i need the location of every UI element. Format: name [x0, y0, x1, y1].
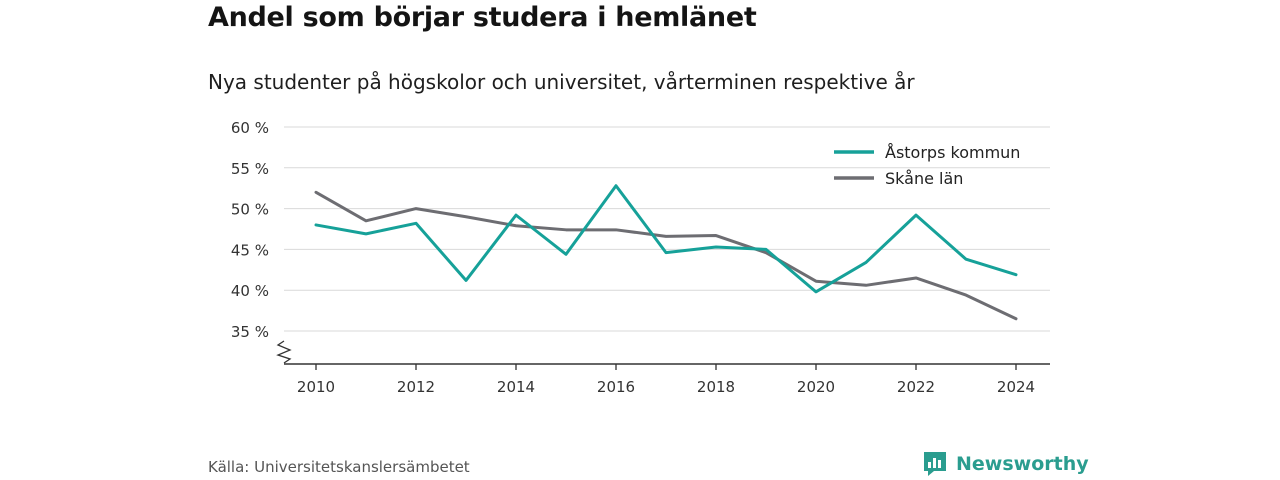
y-tick-label: 35 %	[231, 323, 269, 341]
x-tick-label: 2022	[897, 378, 935, 396]
x-tick-label: 2014	[497, 378, 535, 396]
chart-subtitle: Nya studenter på högskolor och universit…	[208, 70, 915, 94]
x-tick-label: 2012	[397, 378, 435, 396]
x-tick-label: 2016	[597, 378, 635, 396]
brand-logo: Newsworthy	[922, 450, 1089, 478]
source-note: Källa: Universitetskanslersämbetet	[208, 458, 470, 476]
x-tick-label: 2018	[697, 378, 735, 396]
line-chart: 35 % 40 % 45 % 50 % 55 % 60 % 2010 2012 2014 2016…	[231, 119, 1050, 396]
x-tick-label: 2010	[297, 378, 335, 396]
chart-title: Andel som börjar studera i hemlänet	[208, 2, 757, 33]
bar-chart-icon	[924, 452, 946, 476]
brand-name: Newsworthy	[956, 453, 1089, 475]
legend-label: Skåne län	[885, 169, 963, 188]
y-tick-label: 60 %	[231, 119, 269, 137]
series-line	[314, 184, 1018, 294]
x-tick-label: 2020	[797, 378, 835, 396]
y-tick-label: 45 %	[231, 241, 269, 259]
x-tick-label: 2024	[997, 378, 1035, 396]
axis-break-icon	[276, 340, 292, 364]
y-tick-label: 50 %	[231, 201, 269, 219]
series-line	[314, 190, 1018, 321]
legend-label: Åstorps kommun	[885, 143, 1020, 162]
y-tick-label: 40 %	[231, 282, 269, 300]
y-tick-label: 55 %	[231, 160, 269, 178]
